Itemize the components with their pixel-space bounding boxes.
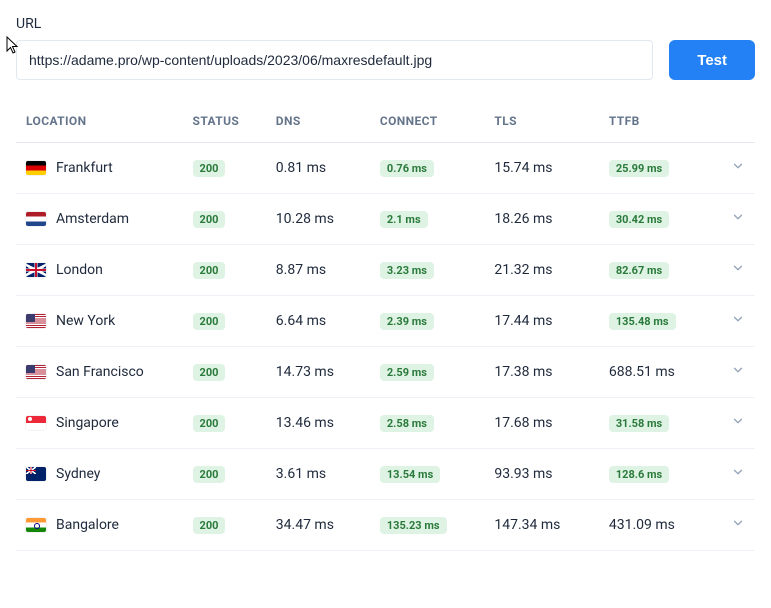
col-connect: CONNECT [370,104,484,143]
location-name: London [56,262,103,278]
flag-icon [26,212,46,226]
connect-badge: 2.1 ms [380,211,428,228]
chevron-down-icon[interactable] [731,261,745,275]
tls-value: 18.26 ms [484,194,598,245]
tls-value: 15.74 ms [484,143,598,194]
ttfb-badge: 25.99 ms [609,160,669,177]
connect-badge: 2.39 ms [380,313,434,330]
status-badge: 200 [193,415,226,432]
ttfb-badge: 82.67 ms [609,262,669,279]
status-badge: 200 [193,517,226,534]
connect-badge: 3.23 ms [380,262,434,279]
flag-icon [26,518,46,532]
tls-value: 17.38 ms [484,347,598,398]
status-badge: 200 [193,211,226,228]
connect-badge: 2.58 ms [380,415,434,432]
flag-icon [26,416,46,430]
ttfb-badge: 135.48 ms [609,313,676,330]
table-row: Frankfurt 200 0.81 ms 0.76 ms 15.74 ms 25.99 … [16,143,755,194]
status-badge: 200 [193,160,226,177]
connect-badge: 13.54 ms [380,466,440,483]
tls-value: 147.34 ms [484,500,598,551]
flag-icon [26,314,46,328]
location-name: Bangalore [56,517,119,533]
location-name: New York [56,313,115,329]
table-row: San Francisco 200 14.73 ms 2.59 ms 17.38 ms6… [16,347,755,398]
dns-value: 13.46 ms [266,398,370,449]
chevron-down-icon[interactable] [731,465,745,479]
connect-badge: 0.76 ms [380,160,434,177]
connect-badge: 2.59 ms [380,364,434,381]
table-header-row: LOCATION STATUS DNS CONNECT TLS TTFB [16,104,755,143]
ttfb-badge: 30.42 ms [609,211,669,228]
tls-value: 93.93 ms [484,449,598,500]
test-button[interactable]: Test [669,40,755,80]
chevron-down-icon[interactable] [731,312,745,326]
dns-value: 0.81 ms [266,143,370,194]
dns-value: 34.47 ms [266,500,370,551]
chevron-down-icon[interactable] [731,210,745,224]
status-badge: 200 [193,364,226,381]
table-row: Sydney 200 3.61 ms 13.54 ms 93.93 ms 128.6 ms [16,449,755,500]
tls-value: 17.44 ms [484,296,598,347]
ttfb-value: 688.51 ms [599,347,713,398]
chevron-down-icon[interactable] [731,414,745,428]
chevron-down-icon[interactable] [731,363,745,377]
table-row: New York 200 6.64 ms 2.39 ms 17.44 ms 135.48 … [16,296,755,347]
col-dns: DNS [266,104,370,143]
table-row: Bangalore 200 34.47 ms 135.23 ms 147.34 ms43… [16,500,755,551]
col-ttfb: TTFB [599,104,713,143]
table-row: Singapore 200 13.46 ms 2.58 ms 17.68 ms 31.58… [16,398,755,449]
location-name: Singapore [56,415,119,431]
flag-icon [26,263,46,277]
location-name: Sydney [56,466,100,482]
status-badge: 200 [193,466,226,483]
tls-value: 17.68 ms [484,398,598,449]
url-row: Test [16,40,755,80]
flag-icon [26,365,46,379]
status-badge: 200 [193,262,226,279]
connect-badge: 135.23 ms [380,517,447,534]
flag-icon [26,161,46,175]
dns-value: 6.64 ms [266,296,370,347]
col-status: STATUS [183,104,266,143]
url-input[interactable] [16,40,653,80]
col-expand [713,104,755,143]
flag-icon [26,467,46,481]
url-label: URL [16,16,755,32]
ttfb-badge: 128.6 ms [609,466,669,483]
dns-value: 10.28 ms [266,194,370,245]
table-row: Amsterdam 200 10.28 ms 2.1 ms 18.26 ms 30.42 … [16,194,755,245]
table-row: London 200 8.87 ms 3.23 ms 21.32 ms 82.67 ms [16,245,755,296]
dns-value: 3.61 ms [266,449,370,500]
col-tls: TLS [484,104,598,143]
dns-value: 14.73 ms [266,347,370,398]
chevron-down-icon[interactable] [731,516,745,530]
tls-value: 21.32 ms [484,245,598,296]
col-location: LOCATION [16,104,183,143]
location-name: Amsterdam [56,211,129,227]
ttfb-value: 431.09 ms [599,500,713,551]
location-name: San Francisco [56,364,144,380]
chevron-down-icon[interactable] [731,159,745,173]
location-name: Frankfurt [56,160,113,176]
results-table: LOCATION STATUS DNS CONNECT TLS TTFB Fra… [16,104,755,551]
dns-value: 8.87 ms [266,245,370,296]
status-badge: 200 [193,313,226,330]
ttfb-badge: 31.58 ms [609,415,669,432]
